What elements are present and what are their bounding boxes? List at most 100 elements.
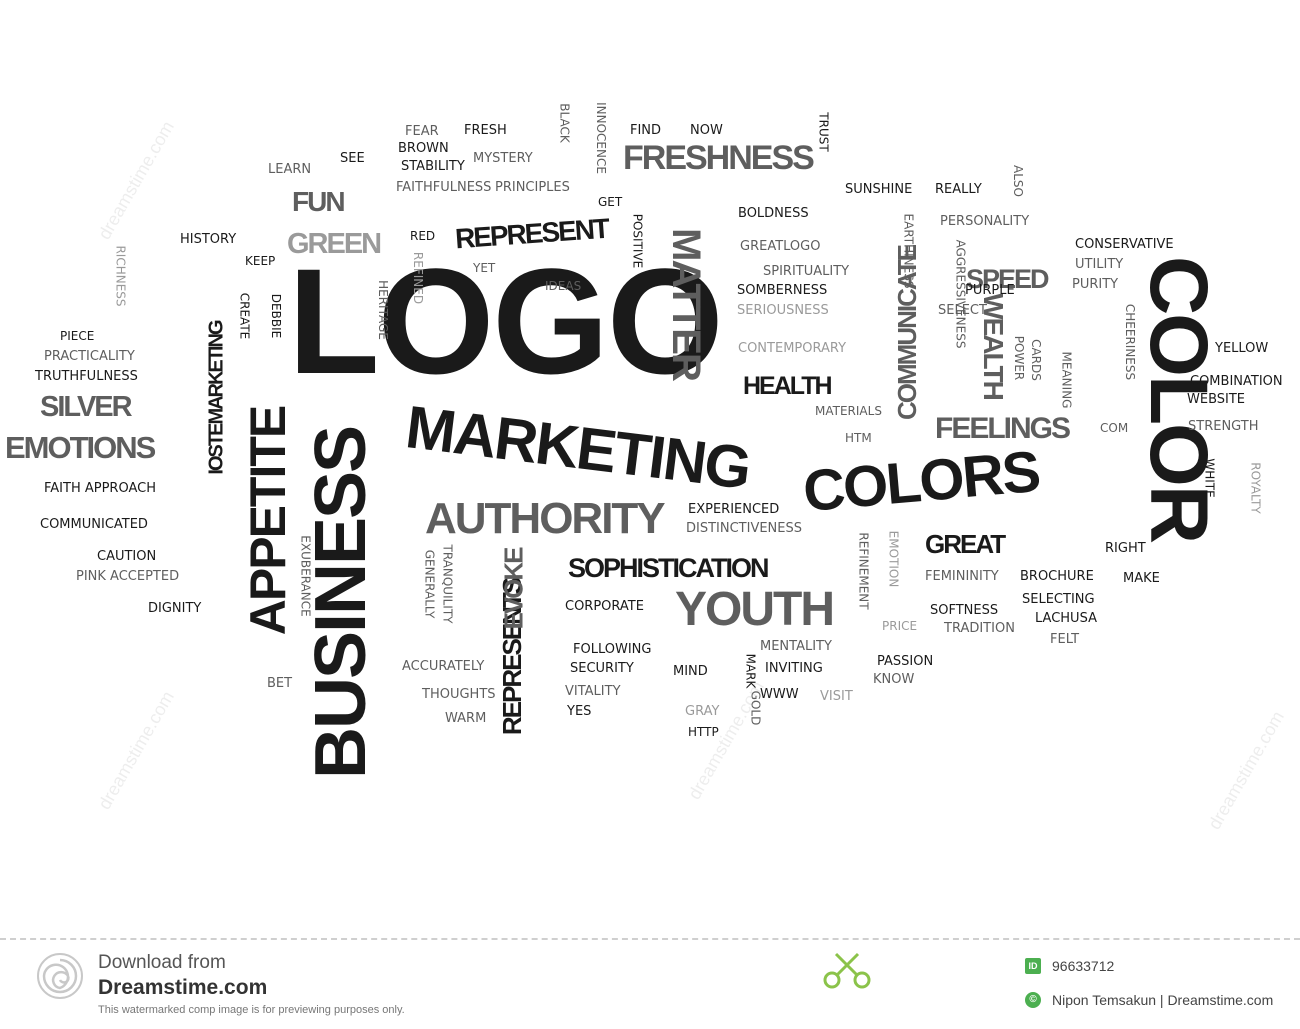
word-business: BUSINESS	[301, 426, 382, 780]
word-gray: GRAY	[685, 704, 720, 719]
word-following: FOLLOWING	[573, 642, 652, 657]
word-green: GREEN	[287, 228, 382, 260]
word-right: RIGHT	[1105, 541, 1146, 556]
word-innocence: INNOCENCE	[593, 102, 608, 174]
word-mind: MIND	[673, 664, 708, 679]
word-earthiness: EARTHINESS	[901, 213, 916, 289]
word-learn: LEARN	[268, 162, 312, 177]
word-caution: CAUTION	[97, 549, 157, 564]
word-stability: STABILITY	[401, 159, 465, 174]
word-history: HISTORY	[180, 232, 237, 247]
word-emotion: EMOTION	[886, 530, 901, 588]
word-aggressiveness: AGGRESSIVENESS	[953, 239, 968, 349]
download-from-label: Download from	[98, 952, 226, 973]
word-black: BLACK	[557, 103, 572, 143]
word-really: REALLY	[935, 182, 982, 197]
word-heritage: HERITAGE	[375, 280, 390, 340]
image-id: 96633712	[1052, 958, 1115, 974]
word-evoke: EVOKE	[498, 548, 529, 630]
word-combination: COMBINATION	[1190, 374, 1283, 389]
word-faithfulness: FAITHFULNESS	[396, 180, 492, 195]
word-vitality: VITALITY	[565, 684, 621, 699]
word-colors: COLORS	[800, 438, 1042, 525]
word-visit: VISIT	[820, 689, 853, 704]
word-marketing: MARKETING	[402, 393, 754, 502]
word-emotions: EMOTIONS	[5, 430, 156, 465]
word-communicated: COMMUNICATED	[40, 517, 148, 532]
stock-footer	[0, 938, 1300, 1029]
word-trust: TRUST	[816, 112, 831, 152]
word-security: SECURITY	[570, 661, 634, 676]
word-fun: FUN	[292, 186, 346, 217]
word-refined: REFINED	[411, 251, 426, 305]
word-cheeriness: CHEERINESS	[1123, 303, 1138, 381]
word-inviting: INVITING	[765, 661, 823, 676]
word-greatlogo: GREATLOGO	[740, 239, 821, 254]
word-http: HTTP	[688, 725, 719, 739]
word-refinement: REFINEMENT	[856, 532, 871, 610]
word-power: POWER	[1012, 335, 1027, 381]
word-piece: PIECE	[60, 329, 95, 343]
word-select: SELECT	[938, 303, 987, 318]
word-experienced: EXPERIENCED	[688, 502, 780, 517]
word-dignity: DIGNITY	[148, 601, 202, 616]
word-yes: YES	[567, 704, 592, 719]
word-logo: LOGO	[288, 237, 724, 405]
word-authority: AUTHORITY	[425, 494, 666, 543]
word-get: GET	[598, 195, 623, 209]
word-distinctiveness: DISTINCTIVENESS	[686, 521, 802, 536]
word-white: WHITE	[1202, 458, 1217, 498]
word-lachusa: LACHUSA	[1035, 611, 1097, 626]
word-seriousness: SERIOUSNESS	[737, 303, 829, 318]
word-materials: MATERIALS	[815, 404, 882, 418]
word-utility: UTILITY	[1075, 257, 1124, 272]
word-sunshine: SUNSHINE	[845, 182, 913, 197]
word-contemporary: CONTEMPORARY	[738, 341, 847, 356]
word-meaning: MEANING	[1059, 351, 1074, 409]
dreamstime-logo-icon	[37, 953, 83, 999]
word-pink-accepted: PINK ACCEPTED	[76, 569, 180, 584]
word-see: SEE	[340, 151, 365, 166]
scissors-icon	[823, 952, 871, 989]
word-tradition: TRADITION	[944, 621, 1015, 636]
footer-divider	[0, 938, 1300, 940]
word-thoughts: THOUGHTS	[422, 687, 496, 702]
author-credit: Nipon Temsakun | Dreamstime.com	[1052, 992, 1274, 1008]
word-practicality: PRACTICALITY	[44, 349, 135, 364]
word-femininity: FEMININITY	[925, 569, 999, 584]
word-www: WWW	[760, 687, 799, 702]
word-feelings: FEELINGS	[935, 412, 1071, 445]
word-royalty: ROYALTY	[1248, 462, 1263, 514]
word-htm: HTM	[845, 431, 872, 445]
word-fear: FEAR	[405, 124, 439, 139]
id-badge: ID	[1025, 958, 1041, 974]
word-richness: RICHNESS	[113, 245, 128, 307]
word-great: GREAT	[925, 529, 1006, 559]
site-name[interactable]: Dreamstime.com	[98, 976, 268, 999]
word-felt: FELT	[1050, 632, 1080, 647]
watermark-text: dreamstime.com	[94, 687, 179, 813]
word-tranquility: TRANQUILITY	[440, 544, 455, 624]
word-know: KNOW	[873, 672, 915, 687]
word-generally: GENERALLY	[422, 549, 437, 619]
word-appetite: APPETITE	[240, 406, 297, 636]
word-accurately: ACCURATELY	[402, 659, 485, 674]
word-find: FIND	[630, 123, 662, 138]
word-sophistication: SOPHISTICATION	[568, 553, 770, 583]
word-red: RED	[410, 229, 436, 243]
word-create: CREATE	[237, 292, 252, 340]
word-yellow: YELLOW	[1215, 341, 1269, 356]
word-debbie: DEBBIE	[269, 293, 284, 339]
word-somberness: SOMBERNESS	[737, 283, 828, 298]
word-brochure: BROCHURE	[1020, 569, 1094, 584]
word-make: MAKE	[1123, 571, 1160, 586]
word-youth: YOUTH	[675, 583, 835, 636]
word-bet: BET	[267, 676, 293, 691]
word-gold: GOLD	[748, 690, 763, 726]
watermark-text: dreamstime.com	[94, 117, 179, 243]
watermark-note: This watermarked comp image is for previ…	[98, 1004, 405, 1016]
word-cloud: dreamstime.com dreamstime.com dreamstime…	[5, 102, 1288, 833]
word-brown: BROWN	[398, 141, 449, 156]
word-positive: POSITIVE	[630, 213, 645, 269]
